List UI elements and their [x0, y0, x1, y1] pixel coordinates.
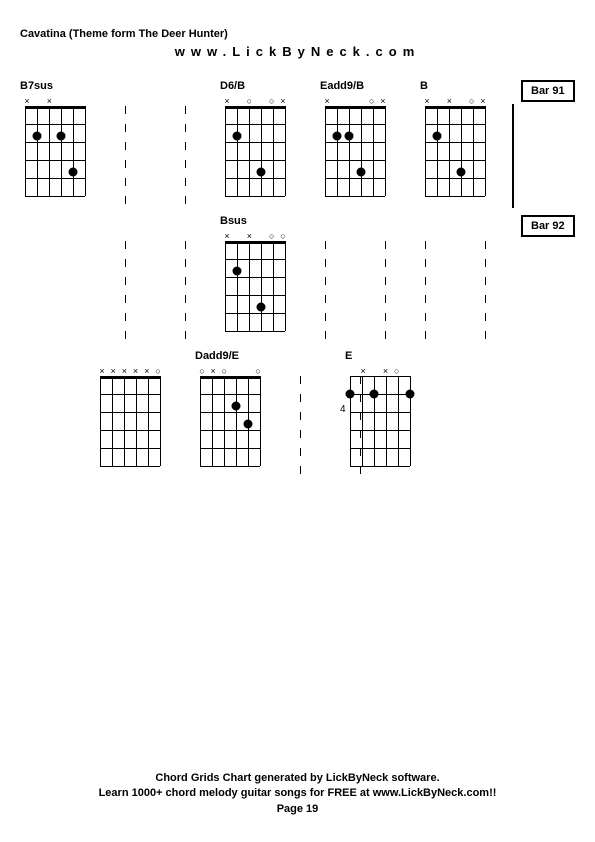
chord-top-marks	[120, 96, 190, 106]
chord-top-marks: ××	[20, 96, 90, 106]
fretboard	[425, 241, 485, 331]
chord-diagram	[120, 215, 190, 331]
finger-dot	[370, 390, 379, 399]
finger-dot	[333, 132, 342, 141]
footer-line-3: Page 19	[0, 802, 595, 817]
chord-diagram: Dadd9/E ○×○○	[195, 350, 265, 466]
chord-top-marks: ×○×	[320, 96, 390, 106]
bar-label: Bar 91	[521, 80, 575, 102]
fret-position-label: 4	[340, 404, 346, 415]
fretboard	[25, 106, 85, 196]
chord-diagram: ×××××○	[95, 350, 165, 466]
chord-diagram: D6/B ×○○×	[220, 80, 290, 196]
chord-top-marks	[120, 231, 190, 241]
fretboard	[325, 106, 385, 196]
finger-dot	[406, 390, 415, 399]
finger-dot	[346, 390, 355, 399]
chord-name: B	[420, 80, 490, 94]
bar-label: Bar 92	[521, 215, 575, 237]
fretboard	[225, 241, 285, 331]
finger-dot	[433, 132, 442, 141]
finger-dot	[257, 303, 266, 312]
footer-line-2: Learn 1000+ chord melody guitar songs fo…	[0, 786, 595, 801]
fretboard	[125, 241, 185, 331]
chord-name	[320, 215, 390, 229]
chord-name	[120, 215, 190, 229]
finger-dot	[357, 168, 366, 177]
chord-diagram	[420, 215, 490, 331]
chord-diagram	[320, 215, 390, 331]
chord-top-marks: ×××××○	[95, 366, 165, 376]
chord-name: Eadd9/B	[320, 80, 390, 94]
chord-name	[120, 80, 190, 94]
fretboard	[100, 376, 160, 466]
chord-name: D6/B	[220, 80, 290, 94]
chord-top-marks: ○×○○	[195, 366, 265, 376]
finger-dot	[233, 267, 242, 276]
chord-name: E	[345, 350, 415, 364]
song-title: Cavatina (Theme form The Deer Hunter)	[20, 28, 228, 40]
chord-top-marks: ××○×	[420, 96, 490, 106]
chord-name: Dadd9/E	[195, 350, 265, 364]
fretboard	[200, 376, 260, 466]
chord-name: B7sus	[20, 80, 90, 94]
chord-diagram: Bsus ××○○	[220, 215, 290, 331]
chord-top-marks: ×○○×	[220, 96, 290, 106]
finger-dot	[33, 132, 42, 141]
chord-top-marks	[320, 231, 390, 241]
chord-diagram	[120, 80, 190, 196]
footer-line-1: Chord Grids Chart generated by LickByNec…	[0, 771, 595, 786]
finger-dot	[457, 168, 466, 177]
finger-dot	[69, 168, 78, 177]
finger-dot	[233, 132, 242, 141]
chord-diagram: B7sus ××	[20, 80, 90, 196]
site-url: www.LickByNeck.com	[0, 44, 595, 59]
bar-connector-line	[512, 104, 514, 208]
footer: Chord Grids Chart generated by LickByNec…	[0, 771, 595, 817]
finger-dot	[57, 132, 66, 141]
chord-diagram: E ××○4	[345, 350, 415, 466]
chord-name: Bsus	[220, 215, 290, 229]
chord-top-marks: ××○	[345, 366, 415, 376]
chord-name	[420, 215, 490, 229]
fretboard: 4	[350, 376, 410, 466]
finger-dot	[244, 420, 253, 429]
finger-dot	[257, 168, 266, 177]
fretboard	[225, 106, 285, 196]
finger-dot	[232, 402, 241, 411]
chord-name	[95, 350, 165, 364]
chord-diagram: B ××○×	[420, 80, 490, 196]
chord-diagram: Eadd9/B ×○×	[320, 80, 390, 196]
fretboard	[125, 106, 185, 196]
chord-top-marks: ××○○	[220, 231, 290, 241]
finger-dot	[345, 132, 354, 141]
fretboard	[325, 241, 385, 331]
chord-top-marks	[420, 231, 490, 241]
fretboard	[425, 106, 485, 196]
